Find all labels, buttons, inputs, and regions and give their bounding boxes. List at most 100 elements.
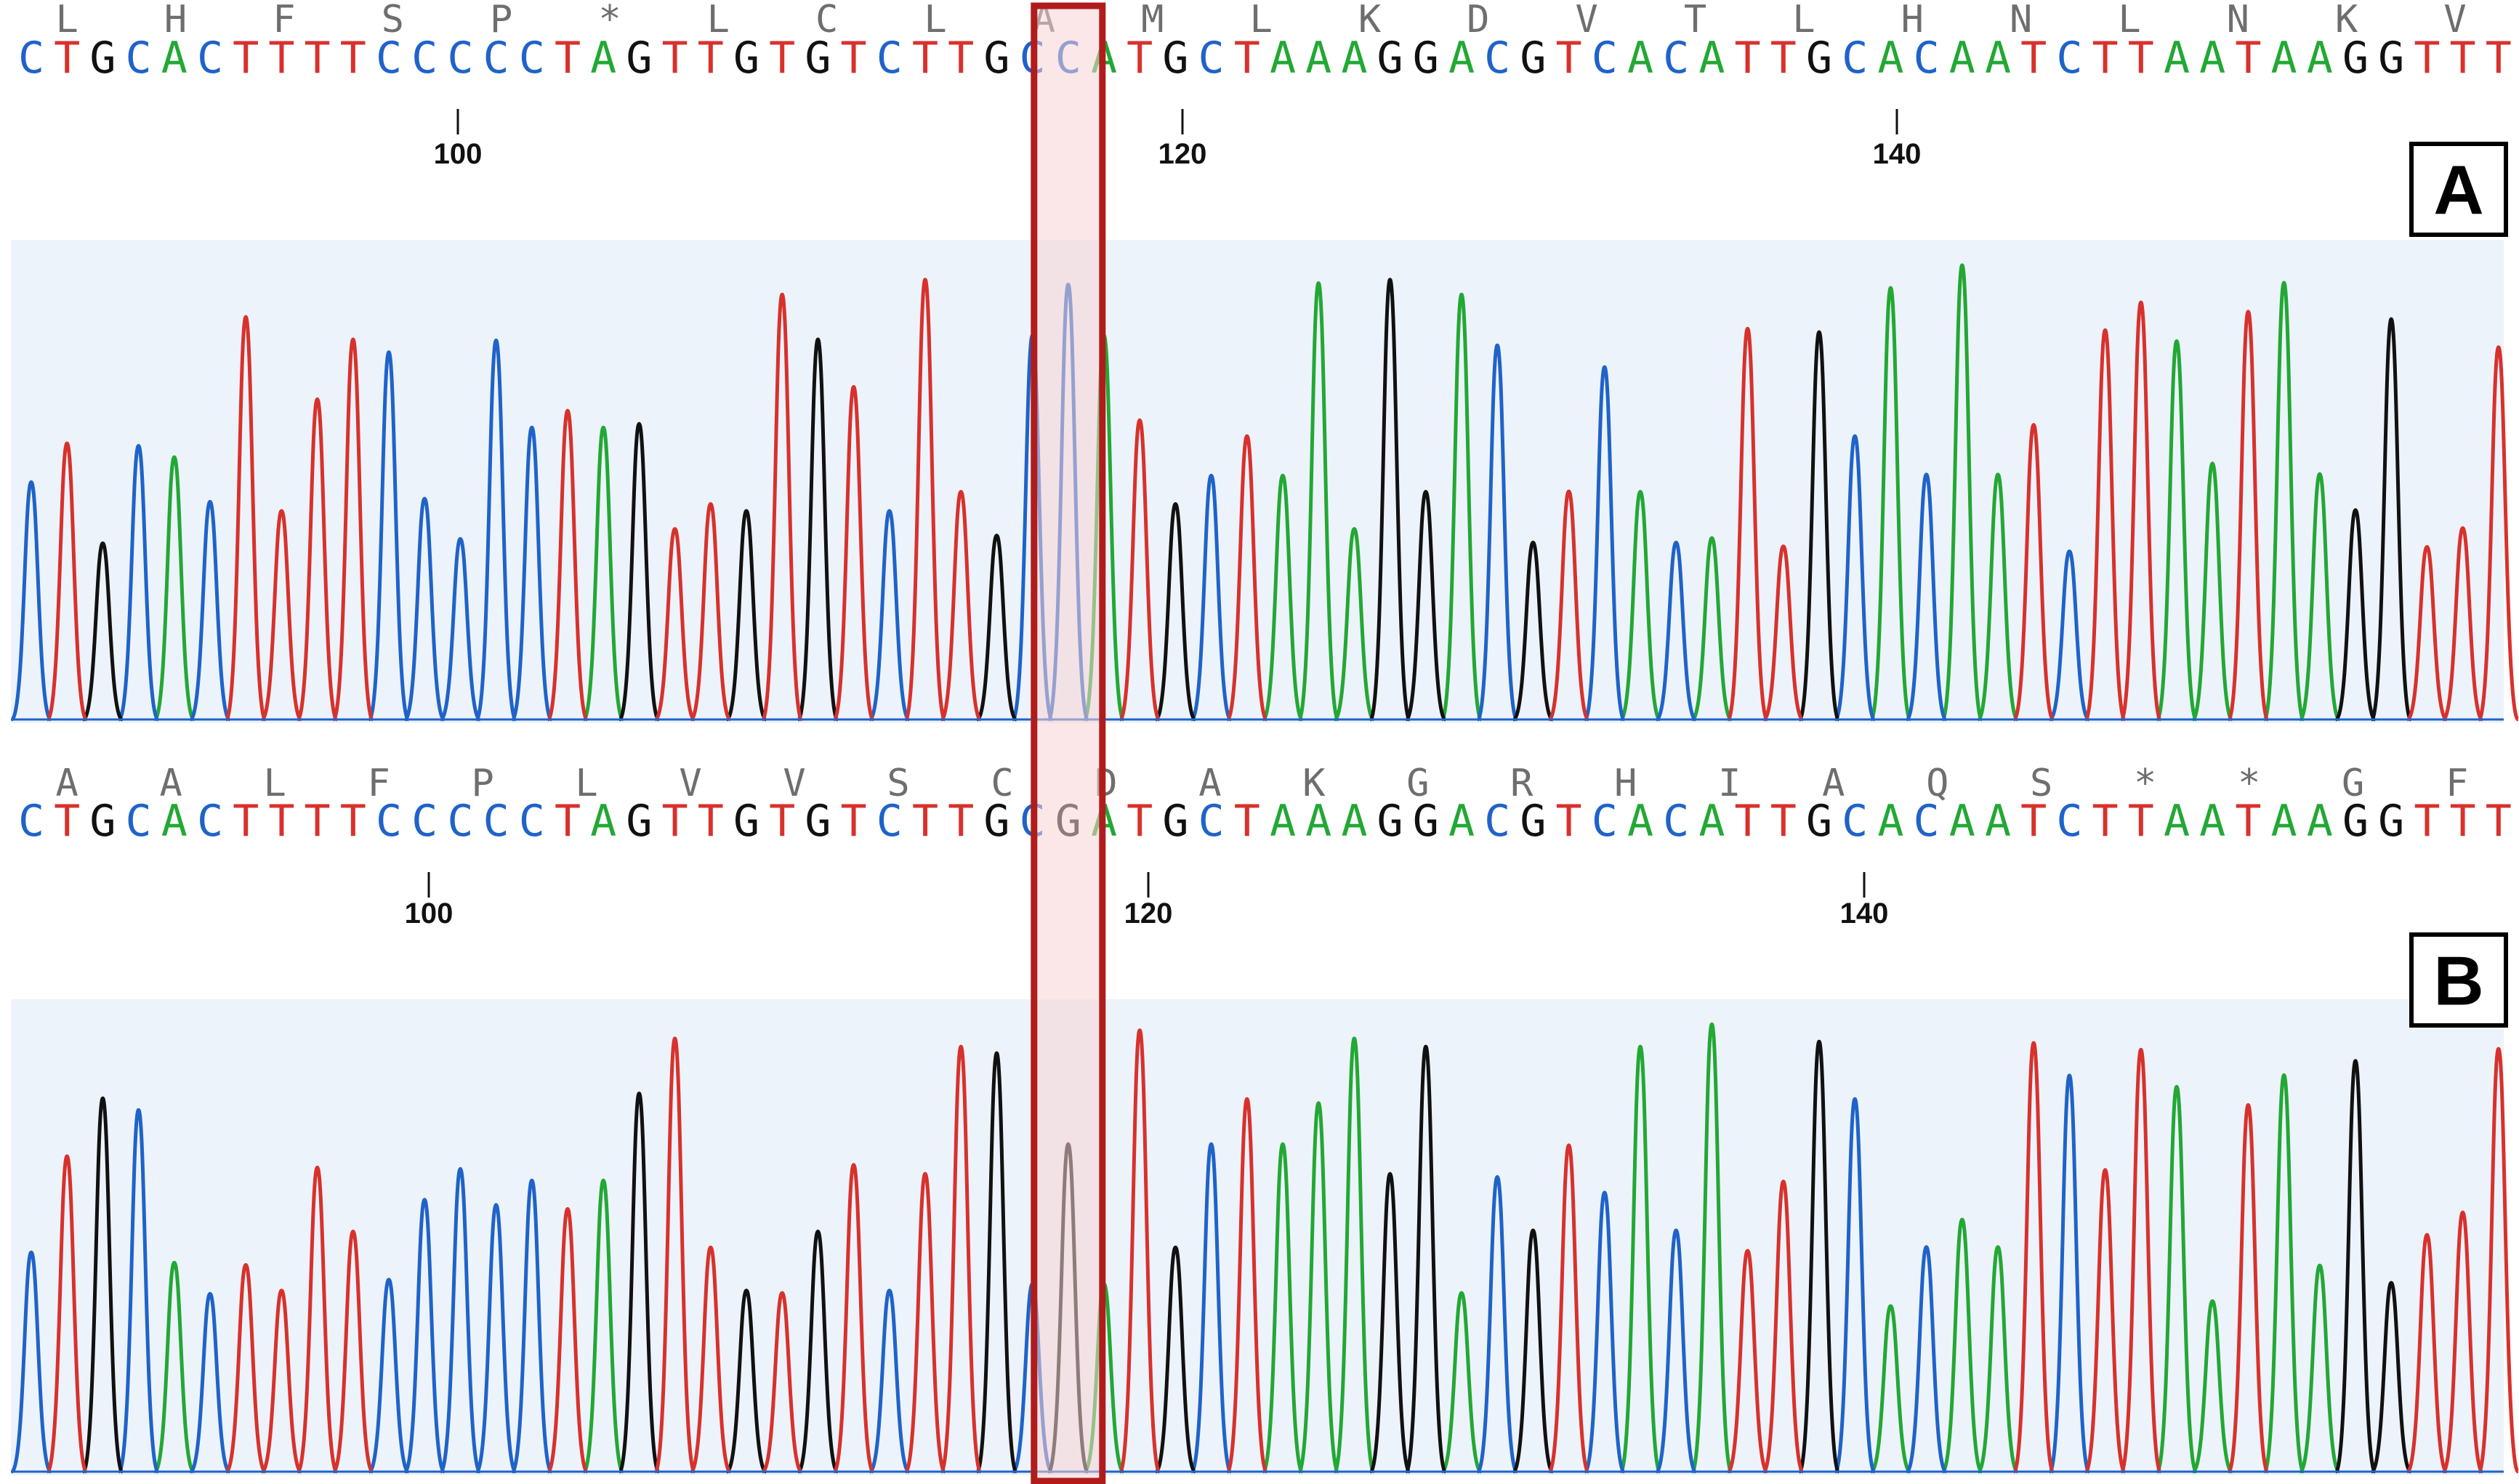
amino-acid-label: D	[1467, 0, 1489, 41]
amino-acid-label: H	[1614, 762, 1637, 805]
base-call-letter: T	[1234, 796, 1260, 847]
base-call-letter: C	[483, 796, 509, 847]
base-call-letter: G	[733, 33, 759, 84]
base-call-letter: C	[1914, 796, 1940, 847]
base-call-letter: T	[555, 796, 581, 847]
base-call-letter: G	[805, 33, 831, 84]
amino-acid-label: T	[1684, 0, 1706, 41]
base-call-letter: T	[1556, 33, 1582, 84]
base-call-letter: A	[1985, 796, 2011, 847]
base-call-letter: T	[1127, 796, 1153, 847]
base-call-letter: T	[1770, 33, 1797, 84]
trace-t	[45, 1028, 2519, 1474]
base-call-letter: T	[233, 33, 259, 84]
amino-acid-label: I	[1718, 762, 1741, 805]
position-label: 120	[1158, 138, 1207, 170]
amino-acid-label: L	[2118, 0, 2140, 41]
amino-acid-label: *	[2238, 762, 2260, 805]
base-call-letter: C	[1914, 33, 1940, 84]
base-call-letter: A	[1698, 796, 1725, 847]
base-call-letter: T	[662, 796, 688, 847]
base-call-letter: T	[340, 796, 366, 847]
base-call-letter: C	[1842, 796, 1868, 847]
amino-acid-label: L	[263, 762, 286, 805]
base-call-letter: G	[2378, 33, 2404, 84]
base-call-letter: C	[1663, 33, 1689, 84]
base-call-letter: G	[1806, 33, 1832, 84]
base-call-letter: A	[161, 33, 188, 84]
base-call-letter: T	[2092, 33, 2119, 84]
panel-b-trace: A A L F P L V V S C D A K G R H I A Q S * * G FC T G C A C T T T T C C C C C T…	[9, 762, 2519, 1475]
base-call-letter: T	[2235, 796, 2261, 847]
base-call-letter: C	[411, 33, 438, 84]
amino-acid-label: M	[1141, 0, 1164, 41]
amino-acid-label: F	[367, 762, 390, 805]
base-call-letter: T	[912, 33, 938, 84]
amino-acid-label: L	[575, 762, 597, 805]
base-call-letter: T	[1556, 796, 1582, 847]
base-call-letter: T	[841, 796, 867, 847]
base-call-letter: C	[519, 33, 545, 84]
base-call-letter: A	[1627, 33, 1653, 84]
base-call-letter: T	[305, 33, 331, 84]
amino-acid-label: L	[924, 0, 946, 41]
amino-acid-label: P	[490, 0, 512, 41]
base-call-letter: C	[1198, 33, 1225, 84]
base-call-letter: C	[376, 33, 402, 84]
base-call-letter: C	[483, 33, 509, 84]
base-call-letter: T	[54, 33, 80, 84]
amino-acid-label: A	[1822, 762, 1845, 805]
base-call-letter: C	[2056, 796, 2082, 847]
base-call-letter: A	[161, 796, 188, 847]
base-call-letter: T	[948, 33, 974, 84]
amino-acid-label: H	[1901, 0, 1924, 41]
base-call-letter: A	[1949, 33, 1975, 84]
base-call-letter: G	[626, 33, 652, 84]
amino-acid-label: N	[2227, 0, 2249, 41]
amino-acid-label: L	[1249, 0, 1272, 41]
base-call-letter: G	[2378, 796, 2404, 847]
base-call-letter: G	[1413, 796, 1439, 847]
base-call-letter: G	[1413, 33, 1439, 84]
base-call-letter: T	[2414, 796, 2440, 847]
base-call-letter: A	[2164, 796, 2190, 847]
amino-acid-label: H	[164, 0, 187, 41]
amino-acid-label: C	[815, 0, 838, 41]
amino-acid-label: L	[707, 0, 730, 41]
base-call-letter: C	[1592, 33, 1618, 84]
position-label: 140	[1873, 138, 1922, 170]
amino-acid-label: F	[273, 0, 295, 41]
amino-acid-label: A	[1198, 762, 1221, 805]
amino-acid-label: *	[2134, 762, 2156, 805]
panel-label: B	[2433, 943, 2483, 1020]
base-call-letter: C	[876, 33, 903, 84]
base-call-letter: C	[876, 796, 903, 847]
trace-a	[153, 263, 2342, 722]
base-call-letter: T	[912, 796, 938, 847]
base-call-letter: A	[1448, 796, 1475, 847]
base-call-letter: T	[2450, 796, 2476, 847]
base-call-letter: T	[698, 33, 724, 84]
base-call-letter: G	[983, 33, 1009, 84]
panel-a-trace: LHFSP*LCLAMLKDVTLHNLNKVCTGCACTTTTCCCCCTA…	[9, 0, 2519, 723]
base-call-letter: T	[233, 796, 259, 847]
base-call-letter: G	[89, 33, 116, 84]
position-label: 140	[1840, 898, 1889, 929]
base-call-letter: A	[1448, 33, 1475, 84]
base-call-letter: T	[2486, 796, 2512, 847]
base-call-letter: G	[89, 796, 116, 847]
base-call-letter: C	[376, 796, 402, 847]
amino-acid-label: G	[1406, 762, 1429, 805]
base-call-letter: C	[2056, 33, 2082, 84]
amino-acid-label: K	[2335, 0, 2358, 41]
base-call-letter: A	[2271, 796, 2297, 847]
base-call-letter: T	[1770, 796, 1797, 847]
panel-label: A	[2433, 152, 2483, 230]
amino-acid-label: L	[56, 0, 78, 41]
base-call-letter: C	[1663, 796, 1689, 847]
amino-acid-label: L	[1792, 0, 1815, 41]
panel-label-box	[2409, 142, 2508, 237]
amino-acid-label: V	[1576, 0, 1598, 41]
base-call-letter: C	[197, 796, 223, 847]
base-call-letter: T	[662, 33, 688, 84]
